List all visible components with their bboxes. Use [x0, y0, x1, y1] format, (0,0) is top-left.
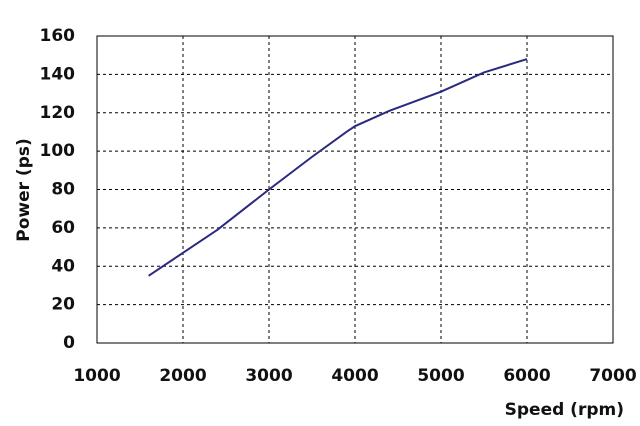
- y-tick-label: 100: [40, 141, 76, 161]
- y-tick-label: 60: [51, 218, 75, 238]
- x-axis-title: Speed (rpm): [505, 400, 624, 420]
- data-line: [148, 58, 528, 277]
- x-tick-label: 2000: [159, 366, 206, 386]
- y-tick-label: 80: [51, 180, 75, 200]
- y-tick-label: 40: [51, 256, 75, 276]
- x-tick-label: 5000: [417, 366, 464, 386]
- y-tick-label: 0: [63, 333, 75, 353]
- y-tick-label: 140: [40, 64, 76, 84]
- x-tick-label: 6000: [503, 366, 550, 386]
- plot-frame: [96, 35, 614, 344]
- y-tick-label: 20: [51, 295, 75, 315]
- y-axis-title: Power (ps): [14, 138, 34, 242]
- x-tick-label: 7000: [589, 366, 636, 386]
- x-tick-label: 1000: [73, 366, 120, 386]
- y-tick-label: 120: [40, 103, 76, 123]
- x-tick-label: 3000: [245, 366, 292, 386]
- y-tick-label: 160: [40, 26, 76, 46]
- x-tick-label: 4000: [331, 366, 378, 386]
